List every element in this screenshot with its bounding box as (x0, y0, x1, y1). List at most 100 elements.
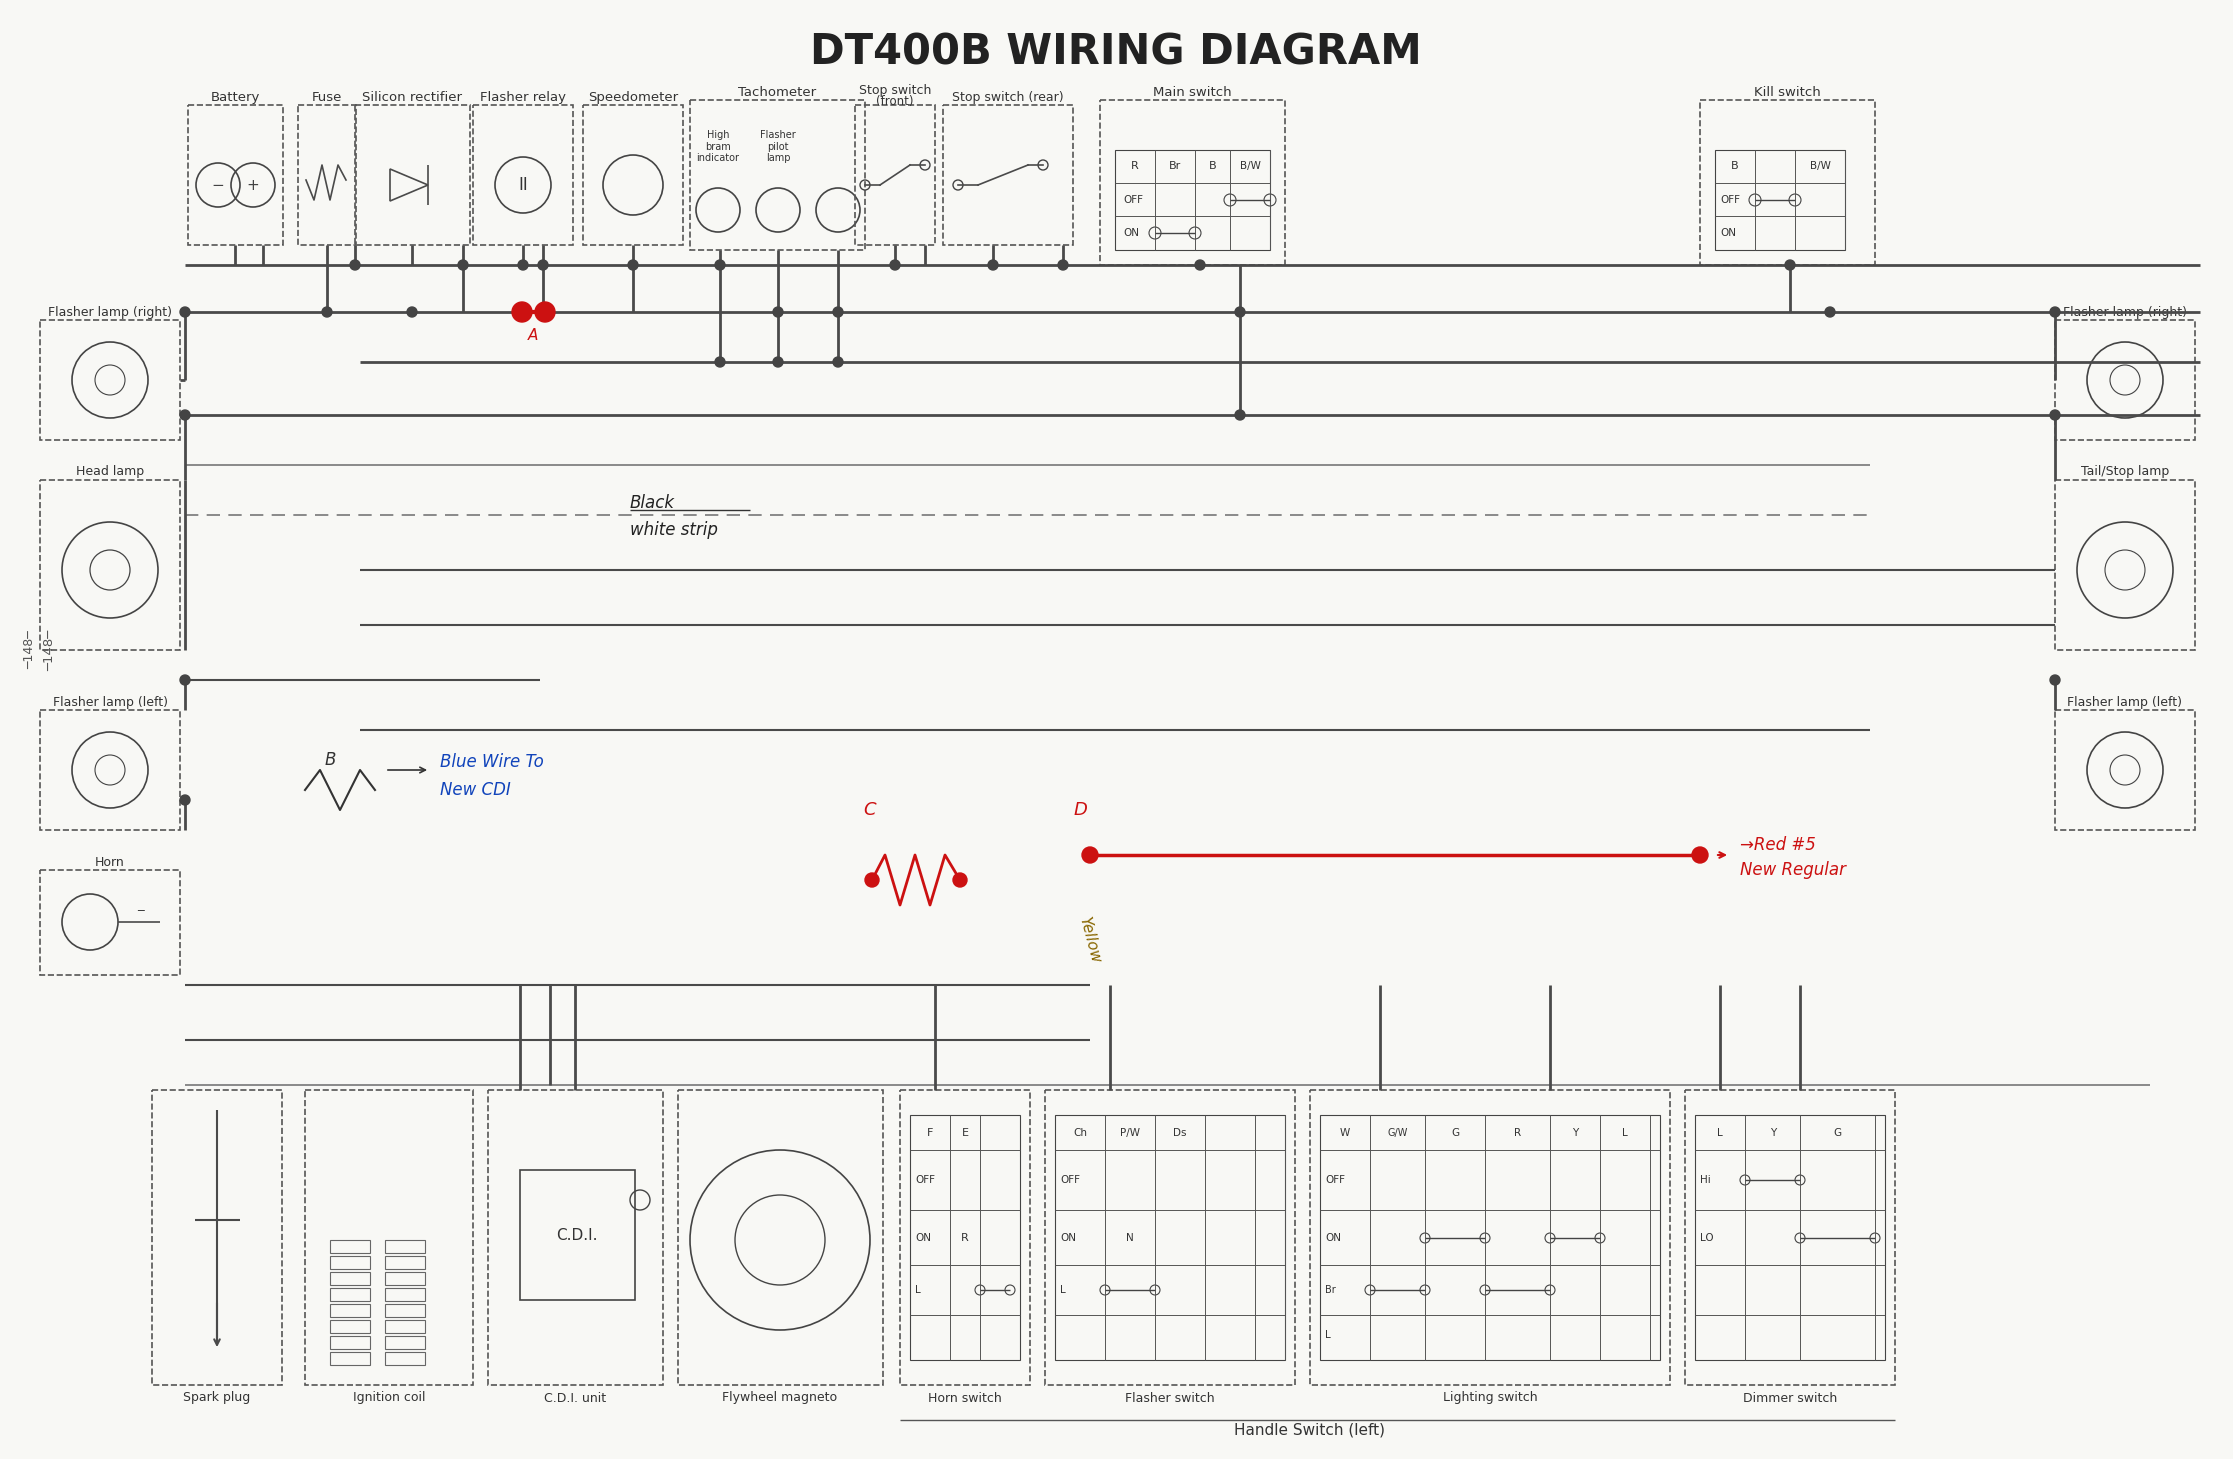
Bar (40, 870, 181, 975)
Bar (384, 1320, 424, 1334)
Bar (330, 1272, 371, 1285)
Bar (40, 711, 181, 830)
Bar (1054, 1115, 1284, 1360)
Bar (2054, 480, 2195, 651)
Bar (40, 320, 181, 441)
Text: Br: Br (1168, 160, 1181, 171)
Text: Flasher relay: Flasher relay (480, 90, 565, 104)
Text: II: II (518, 177, 527, 194)
Bar (583, 105, 683, 245)
Text: Tachometer: Tachometer (737, 86, 815, 99)
Text: Stop switch: Stop switch (860, 83, 931, 96)
Text: Ds: Ds (1172, 1128, 1186, 1138)
Text: P/W: P/W (1121, 1128, 1141, 1138)
Circle shape (833, 306, 844, 317)
Circle shape (538, 260, 547, 270)
Text: ON: ON (1719, 228, 1735, 238)
Text: DT400B WIRING DIAGRAM: DT400B WIRING DIAGRAM (811, 31, 1422, 73)
Bar (330, 1288, 371, 1301)
Text: ON: ON (1324, 1233, 1342, 1243)
Text: ─148─: ─148─ (25, 630, 36, 670)
Text: Tail/Stop lamp: Tail/Stop lamp (2081, 464, 2168, 477)
Text: L: L (1621, 1128, 1628, 1138)
Circle shape (322, 306, 333, 317)
Bar (1699, 101, 1876, 266)
Text: Main switch: Main switch (1152, 86, 1230, 99)
Text: +: + (246, 178, 259, 193)
Text: ON: ON (916, 1233, 931, 1243)
Text: Kill switch: Kill switch (1753, 86, 1820, 99)
Text: Y: Y (1771, 1128, 1775, 1138)
Bar (1311, 1090, 1670, 1385)
Circle shape (518, 306, 527, 317)
Text: OFF: OFF (1719, 196, 1740, 206)
Circle shape (715, 357, 726, 368)
Text: Ch: Ch (1074, 1128, 1087, 1138)
Text: W: W (1340, 1128, 1351, 1138)
Text: Lighting switch: Lighting switch (1443, 1392, 1536, 1405)
Text: R: R (1132, 160, 1139, 171)
Text: L: L (916, 1285, 920, 1296)
Bar (297, 105, 355, 245)
Text: Flywheel magneto: Flywheel magneto (723, 1392, 837, 1405)
Bar (473, 105, 574, 245)
Text: Blue Wire To: Blue Wire To (440, 753, 545, 770)
Bar (188, 105, 284, 245)
Circle shape (351, 260, 360, 270)
Text: Flasher lamp (right): Flasher lamp (right) (47, 305, 172, 318)
Circle shape (864, 872, 880, 887)
Text: C.D.I.: C.D.I. (556, 1227, 598, 1243)
Text: Horn: Horn (96, 855, 125, 868)
Text: LO: LO (1699, 1233, 1713, 1243)
Text: Hi: Hi (1699, 1174, 1710, 1185)
Circle shape (518, 260, 527, 270)
Circle shape (1824, 306, 1836, 317)
Text: E: E (962, 1128, 969, 1138)
Circle shape (1195, 260, 1206, 270)
Bar (1101, 101, 1284, 266)
Text: Flasher lamp (right): Flasher lamp (right) (2063, 305, 2186, 318)
Text: white strip: white strip (630, 521, 717, 538)
Text: R: R (960, 1233, 969, 1243)
Text: High
bram
indicator: High bram indicator (697, 130, 739, 163)
Text: Head lamp: Head lamp (76, 464, 145, 477)
Circle shape (715, 260, 726, 270)
Bar (330, 1320, 371, 1334)
Bar (1320, 1115, 1659, 1360)
Text: ─: ─ (136, 905, 143, 915)
Bar (855, 105, 936, 245)
Bar (384, 1240, 424, 1253)
Circle shape (458, 260, 469, 270)
Circle shape (2050, 306, 2061, 317)
Text: N: N (1125, 1233, 1134, 1243)
Text: Yellow: Yellow (1076, 915, 1103, 964)
Text: New CDI: New CDI (440, 781, 511, 800)
Circle shape (627, 260, 639, 270)
Text: Ignition coil: Ignition coil (353, 1392, 424, 1405)
Text: B: B (324, 751, 335, 769)
Circle shape (1693, 848, 1708, 864)
Bar (384, 1256, 424, 1269)
Bar (330, 1352, 371, 1366)
Text: F: F (927, 1128, 933, 1138)
Bar (489, 1090, 663, 1385)
Text: Flasher lamp (left): Flasher lamp (left) (2068, 696, 2182, 709)
Text: (front): (front) (875, 95, 913, 108)
Text: ON: ON (1123, 228, 1139, 238)
Text: L: L (1717, 1128, 1724, 1138)
Bar (384, 1352, 424, 1366)
Text: OFF: OFF (1324, 1174, 1344, 1185)
Text: C.D.I. unit: C.D.I. unit (545, 1392, 605, 1405)
Circle shape (891, 260, 900, 270)
Bar (679, 1090, 882, 1385)
Text: L: L (1324, 1331, 1331, 1339)
Text: C: C (864, 801, 875, 818)
Bar (2054, 320, 2195, 441)
Circle shape (1083, 848, 1099, 864)
Text: Speedometer: Speedometer (587, 90, 679, 104)
Bar (306, 1090, 473, 1385)
Circle shape (833, 357, 844, 368)
Text: B: B (1731, 160, 1740, 171)
Bar (330, 1304, 371, 1317)
Bar (900, 1090, 1029, 1385)
